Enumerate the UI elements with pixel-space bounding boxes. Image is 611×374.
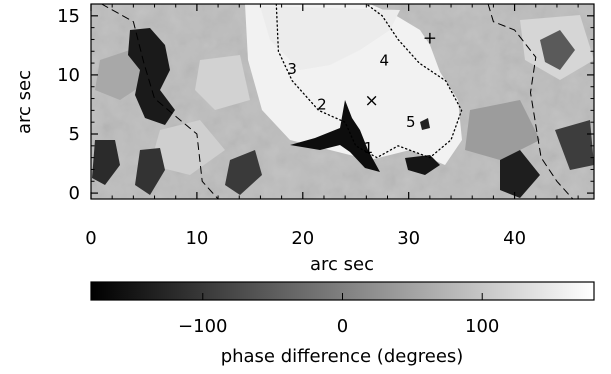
annotation-label: 5	[406, 113, 416, 131]
x-tick-label: 30	[397, 228, 420, 249]
colorbar-label: phase difference (degrees)	[221, 346, 464, 367]
heatmap-mottle	[195, 55, 250, 110]
heatmap-dark-patch	[500, 150, 540, 198]
x-tick-label: 40	[503, 228, 526, 249]
y-tick-label: 10	[57, 65, 80, 86]
annotation-label: 4	[380, 52, 390, 70]
heatmap-dark-patch	[92, 140, 120, 185]
colorbar-tick-label: −100	[178, 316, 227, 337]
x-tick-label: 10	[185, 228, 208, 249]
heatmap-dark-patch	[225, 150, 262, 195]
annotation-label: 1	[364, 139, 374, 157]
dashed-contour	[101, 4, 219, 199]
plot-frame	[90, 3, 595, 200]
colorbar-tick-label: 100	[465, 316, 499, 337]
annotation-label: +	[423, 28, 437, 48]
heatmap-dark-patch	[405, 155, 440, 175]
heatmap-dark-patch	[128, 28, 175, 125]
heatmap-bright-region-2	[260, 6, 400, 70]
x-tick-label: 20	[291, 228, 314, 249]
dotted-contour	[275, 4, 463, 159]
heatmap-dark-patch	[555, 120, 594, 170]
annotation-label: 2	[317, 95, 327, 113]
y-tick-label: 5	[69, 124, 80, 145]
x-axis-label: arc sec	[310, 254, 374, 275]
heatmap-dark-patch	[540, 30, 575, 70]
annotations: 1 2 3 4 5 × +	[287, 28, 437, 157]
heatmap-dark-patch	[420, 118, 430, 130]
colorbar-ticks: −100 0 100	[178, 293, 499, 337]
heatmap-dark-patch	[135, 148, 165, 195]
colorbar-tick-label: 0	[337, 316, 348, 337]
y-tick-label: 15	[57, 6, 80, 27]
heatmap-mottle	[465, 100, 540, 160]
y-axis-label: arc sec	[14, 70, 35, 134]
x-tick-label: 0	[85, 228, 96, 249]
contour-lines	[101, 4, 574, 199]
heatmap-mottle	[150, 120, 225, 175]
y-tick-label: 0	[69, 183, 80, 204]
annotation-label: 3	[287, 60, 297, 78]
colorbar: −100 0 100 phase difference (degrees)	[90, 281, 595, 367]
annotation-label: ×	[364, 91, 378, 111]
heatmap-dark-patch	[290, 100, 380, 172]
heatmap-image	[91, 4, 594, 199]
x-axis: 0 10 20 30 40	[85, 4, 579, 249]
